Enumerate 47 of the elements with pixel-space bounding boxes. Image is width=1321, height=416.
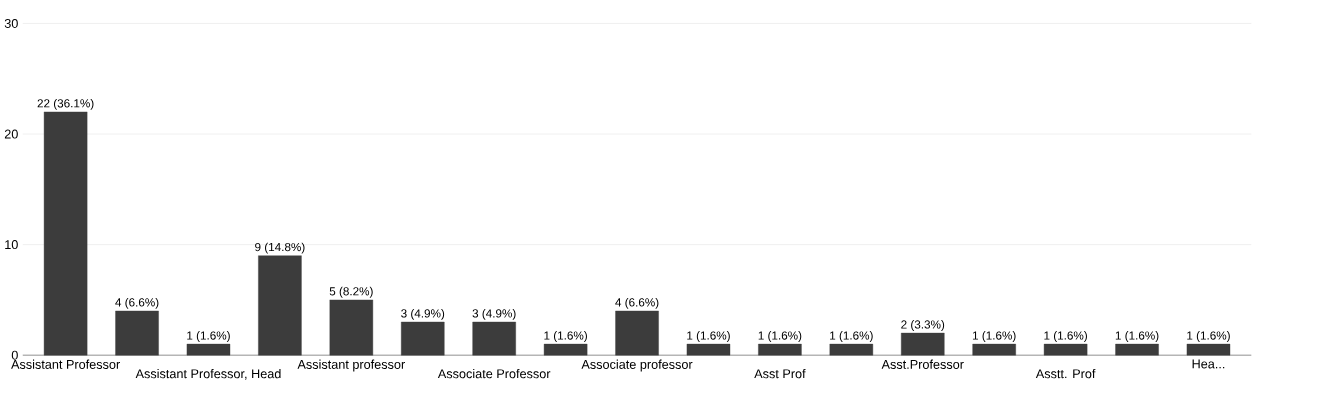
x-tick-label: Associate professor xyxy=(581,359,693,372)
x-tick-label: Hea... xyxy=(1192,359,1225,369)
x-tick-label: Assistant Professor xyxy=(11,359,120,369)
bar xyxy=(186,344,231,356)
bar xyxy=(543,344,588,356)
bar xyxy=(615,310,659,356)
data-label: 1 (1.6%) xyxy=(1044,331,1087,343)
bar xyxy=(115,310,159,356)
data-label: 22 (36.1%) xyxy=(37,98,94,110)
data-label: 5 (8.2%) xyxy=(329,286,373,298)
data-label: 3 (4.9%) xyxy=(401,309,445,320)
data-label: 1 (1.6%) xyxy=(544,331,587,343)
y-tick-label: 10 xyxy=(5,240,18,250)
x-tick-label: Assistant professor xyxy=(297,359,405,372)
x-tick-label: Asstt. Prof xyxy=(1035,369,1096,379)
data-label: 1 (1.6%) xyxy=(1115,331,1159,343)
bar xyxy=(972,344,1016,356)
bar xyxy=(43,111,88,356)
bar xyxy=(401,321,445,356)
x-tick-label: Asst.Professor xyxy=(881,359,964,369)
y-tick-label: 20 xyxy=(4,129,18,139)
bar xyxy=(472,321,516,356)
bar xyxy=(686,344,731,356)
data-label: 1 (1.6%) xyxy=(1187,331,1230,343)
bar xyxy=(329,299,374,356)
data-label: 1 (1.6%) xyxy=(187,331,230,343)
data-label: 9 (14.8%) xyxy=(255,242,305,254)
x-tick-label: Assistant Professor, Head xyxy=(135,369,281,380)
x-tick-label: Associate Professor xyxy=(437,369,551,379)
data-label: 4 (6.6%) xyxy=(615,298,659,309)
data-label: 1 (1.6%) xyxy=(972,331,1016,343)
bar xyxy=(258,255,302,356)
bar xyxy=(1115,344,1159,356)
bar xyxy=(901,332,945,356)
y-tick-label: 30 xyxy=(4,19,18,29)
x-tick-label: Asst Prof xyxy=(754,369,806,379)
data-label: 4 (6.6%) xyxy=(115,298,159,309)
data-label: 1 (1.6%) xyxy=(687,331,730,343)
bar xyxy=(758,344,802,356)
data-label: 1 (1.6%) xyxy=(758,331,802,343)
y-tick-label: 0 xyxy=(11,350,18,360)
bar xyxy=(829,344,874,356)
bar xyxy=(1043,344,1088,356)
bar xyxy=(1186,344,1231,356)
data-label: 3 (4.9%) xyxy=(472,309,516,320)
data-label: 2 (3.3%) xyxy=(901,320,945,331)
data-label: 1 (1.6%) xyxy=(830,331,873,343)
